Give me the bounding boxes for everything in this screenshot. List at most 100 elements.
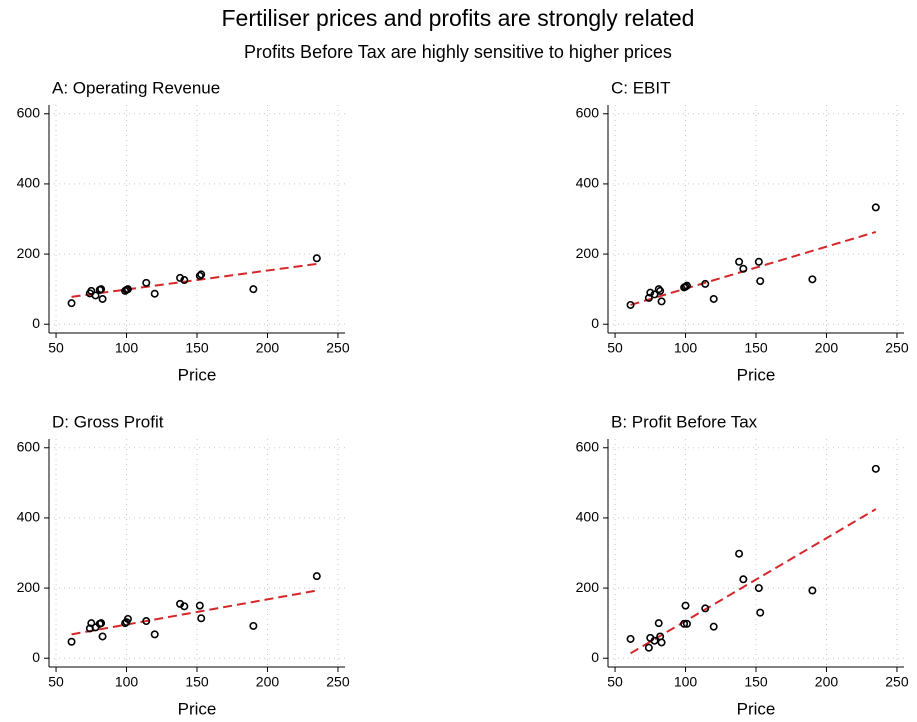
point <box>249 621 258 630</box>
y-tick-label: 400 <box>576 509 600 525</box>
point <box>197 614 206 623</box>
point <box>312 572 321 581</box>
x-tick-label: 50 <box>48 674 64 690</box>
point <box>67 637 76 646</box>
point <box>871 464 880 473</box>
point <box>739 575 748 584</box>
x-tick-label: 50 <box>48 340 64 356</box>
y-tick-label: 400 <box>17 175 41 191</box>
x-tick-label: 250 <box>885 674 909 690</box>
point <box>756 277 765 286</box>
point <box>87 286 96 295</box>
x-tick-label: 100 <box>115 340 139 356</box>
x-tick-label: 250 <box>885 340 909 356</box>
x-tick-label: 50 <box>607 340 623 356</box>
x-tick-label: 50 <box>607 674 623 690</box>
point <box>650 290 659 299</box>
panel-title: C: EBIT <box>611 78 671 97</box>
point <box>197 270 206 279</box>
point <box>98 294 107 303</box>
point <box>657 297 666 306</box>
y-tick-label: 200 <box>576 245 600 261</box>
point <box>680 619 689 628</box>
y-tick-label: 400 <box>17 509 41 525</box>
point <box>739 264 748 273</box>
x-axis-label: Price <box>178 365 217 384</box>
point <box>312 254 321 263</box>
x-tick-label: 250 <box>326 340 350 356</box>
point <box>682 281 691 290</box>
panel-title: D: Gross Profit <box>52 412 164 431</box>
point <box>249 285 258 294</box>
y-tick-label: 200 <box>17 245 41 261</box>
point <box>195 271 204 280</box>
y-tick-label: 600 <box>17 438 41 454</box>
point <box>123 614 132 623</box>
point <box>656 286 665 295</box>
point <box>754 257 763 266</box>
point <box>871 203 880 212</box>
x-tick-label: 200 <box>256 340 280 356</box>
y-tick-label: 600 <box>576 104 600 120</box>
figure-subtitle: Profits Before Tax are highly sensitive … <box>244 42 672 62</box>
point <box>97 619 106 628</box>
y-tick-label: 200 <box>17 579 41 595</box>
point <box>654 285 663 294</box>
point <box>709 294 718 303</box>
point <box>646 288 655 297</box>
x-tick-label: 100 <box>674 340 698 356</box>
y-tick-label: 600 <box>576 438 600 454</box>
x-axis-label: Price <box>737 699 776 718</box>
point <box>626 634 635 643</box>
point <box>626 300 635 309</box>
x-tick-label: 150 <box>744 340 768 356</box>
point <box>756 608 765 617</box>
point <box>644 293 653 302</box>
point <box>654 619 663 628</box>
panel-title: A: Operating Revenue <box>52 78 220 97</box>
y-tick-label: 600 <box>17 104 41 120</box>
point <box>123 285 132 294</box>
y-tick-label: 0 <box>591 315 599 331</box>
point <box>650 636 659 645</box>
point <box>709 622 718 631</box>
point <box>142 278 151 287</box>
point <box>195 601 204 610</box>
x-tick-label: 150 <box>185 674 209 690</box>
point <box>754 584 763 593</box>
fit-line <box>630 231 877 306</box>
point <box>150 289 159 298</box>
point <box>644 643 653 652</box>
panel-title: B: Profit Before Tax <box>611 412 758 431</box>
x-tick-label: 100 <box>115 674 139 690</box>
x-tick-label: 200 <box>256 674 280 690</box>
y-tick-label: 0 <box>591 649 599 665</box>
x-tick-label: 150 <box>185 340 209 356</box>
point <box>180 276 189 285</box>
point <box>98 632 107 641</box>
point <box>735 257 744 266</box>
fit-line <box>630 508 877 655</box>
point <box>701 604 710 613</box>
y-tick-label: 0 <box>32 649 40 665</box>
point <box>808 586 817 595</box>
point <box>87 619 96 628</box>
point <box>701 279 710 288</box>
point <box>176 273 185 282</box>
point <box>142 617 151 626</box>
point <box>97 285 106 294</box>
point <box>180 602 189 611</box>
point <box>808 275 817 284</box>
x-axis-label: Price <box>737 365 776 384</box>
x-axis-label: Price <box>178 699 217 718</box>
x-tick-label: 200 <box>815 340 839 356</box>
y-tick-label: 400 <box>576 175 600 191</box>
point <box>735 549 744 558</box>
x-tick-label: 200 <box>815 674 839 690</box>
y-tick-label: 0 <box>32 315 40 331</box>
point <box>91 291 100 300</box>
point <box>681 601 690 610</box>
point <box>682 619 691 628</box>
point <box>150 630 159 639</box>
